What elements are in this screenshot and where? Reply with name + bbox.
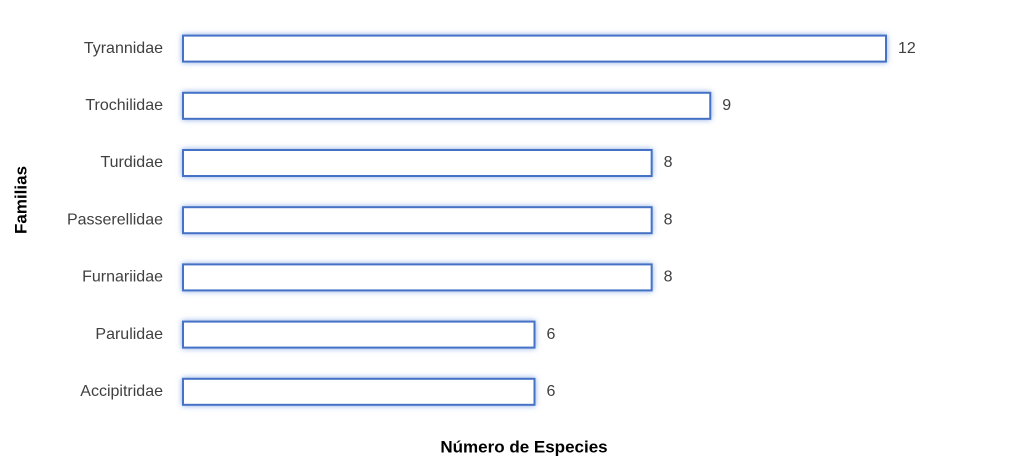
y-tick-label: Furnariidae [82, 269, 163, 286]
bar [182, 149, 653, 177]
data-label: 8 [664, 154, 673, 171]
bar [182, 263, 653, 292]
bar [182, 377, 536, 406]
x-axis-title: Número de Especies [440, 437, 607, 456]
data-label: 9 [722, 97, 731, 114]
y-tick-label: Trochilidae [85, 97, 163, 114]
data-label: 8 [664, 269, 673, 286]
data-label: 12 [898, 40, 916, 57]
bar [182, 206, 653, 235]
bar [182, 320, 536, 349]
y-tick-label: Tyrannidae [84, 40, 163, 57]
bar [182, 91, 712, 120]
data-label: 8 [664, 211, 673, 228]
data-label: 6 [547, 383, 556, 400]
y-tick-label: Accipitridae [80, 383, 163, 400]
y-axis-title: Familias [11, 166, 30, 234]
y-tick-label: Parulidae [95, 326, 163, 343]
data-label: 6 [547, 326, 556, 343]
y-tick-label: Passerellidae [67, 211, 163, 228]
bar [182, 34, 887, 63]
y-tick-label: Turdidae [100, 154, 163, 171]
